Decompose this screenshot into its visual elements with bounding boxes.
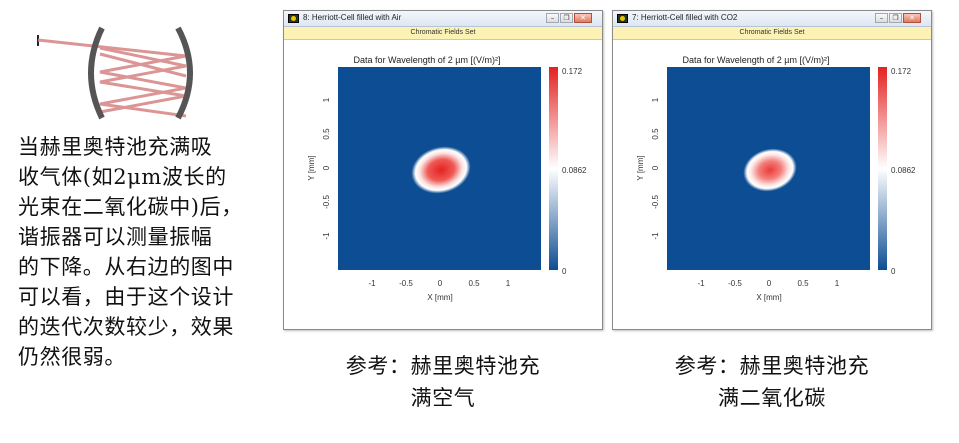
colorbar-mid: 0.0862: [891, 166, 916, 175]
description-line: 仍然很弱。: [18, 345, 126, 369]
x-tick: -1: [368, 279, 376, 288]
y-tick: 0: [322, 165, 331, 170]
window-title: 8: Herriott-Cell filled with Air: [303, 13, 402, 22]
description-line: 当赫里奥特池充满吸: [18, 135, 213, 159]
plot-area[interactable]: Data for Wavelength of 2 µm [(V/m)²]: [613, 40, 931, 329]
caption-co2: 参考：赫里奥特池充 满二氧化碳: [612, 350, 932, 414]
window-co2[interactable]: 7: Herriott-Cell filled with CO2 – ❐ ✕ C…: [612, 10, 932, 330]
caption-line: 满二氧化碳: [718, 386, 826, 410]
x-tick: -0.5: [728, 279, 742, 288]
description-line: 收气体(如2μm波长的: [18, 165, 227, 189]
plot-title: Data for Wavelength of 2 µm [(V/m)²]: [682, 55, 830, 65]
x-tick: 1: [506, 279, 511, 288]
colorbar-max: 0.172: [891, 67, 912, 76]
app-icon: [617, 14, 628, 23]
close-button[interactable]: ✕: [903, 13, 921, 23]
x-tick: 0: [438, 279, 443, 288]
y-tick: 1: [322, 97, 331, 102]
chromatic-fields-bar: Chromatic Fields Set: [613, 27, 931, 40]
plot-title: Data for Wavelength of 2 µm [(V/m)²]: [353, 55, 501, 65]
x-tick: -1: [697, 279, 705, 288]
restore-button[interactable]: ❐: [560, 13, 573, 23]
y-tick: 0: [651, 165, 660, 170]
x-tick: -0.5: [399, 279, 413, 288]
x-axis-label: X [mm]: [427, 293, 452, 302]
x-axis-label: X [mm]: [756, 293, 781, 302]
description-line: 谐振器可以测量振幅: [18, 225, 213, 249]
caption-air: 参考：赫里奥特池充 满空气: [283, 350, 603, 414]
caption-line: 参考：赫里奥特池充: [345, 354, 541, 378]
y-tick: 0.5: [322, 128, 331, 140]
app-icon: [288, 14, 299, 23]
heatmap-plot: 0.172 0.0862 0 -1 -0.5 0 0.5 1 X [mm] 1 …: [636, 67, 916, 302]
description-line: 可以看，由于这个设计: [18, 285, 234, 309]
colorbar-mid: 0.0862: [562, 166, 587, 175]
caption-line: 参考：赫里奥特池充: [674, 354, 870, 378]
window-title: 7: Herriott-Cell filled with CO2: [632, 13, 738, 22]
y-tick: -0.5: [651, 195, 660, 209]
x-tick: 0: [767, 279, 772, 288]
colorbar: [878, 67, 887, 270]
y-axis-label: Y [mm]: [636, 155, 645, 180]
x-tick: 0.5: [797, 279, 809, 288]
description-line: 的迭代次数较少，效果: [18, 315, 234, 339]
caption-line: 满空气: [410, 386, 476, 410]
y-tick: -0.5: [322, 195, 331, 209]
x-tick: 1: [835, 279, 840, 288]
window-titlebar[interactable]: 7: Herriott-Cell filled with CO2 – ❐ ✕: [613, 11, 931, 27]
heatmap-plot: 0.172 0.0862 0 -1 -0.5 0 0.5 1 X [mm] 1 …: [307, 67, 587, 302]
description-line: 光束在二氧化碳中)后，: [18, 195, 243, 219]
y-tick: 0.5: [651, 128, 660, 140]
y-tick: -1: [322, 232, 331, 240]
colorbar-max: 0.172: [562, 67, 583, 76]
chromatic-fields-bar: Chromatic Fields Set: [284, 27, 602, 40]
y-axis-label: Y [mm]: [307, 155, 316, 180]
restore-button[interactable]: ❐: [889, 13, 902, 23]
minimize-button[interactable]: –: [875, 13, 888, 23]
colorbar-min: 0: [562, 267, 567, 276]
window-air[interactable]: 8: Herriott-Cell filled with Air – ❐ ✕ C…: [283, 10, 603, 330]
description-line: 的下降。从右边的图中: [18, 255, 234, 279]
description-text: 当赫里奥特池充满吸 收气体(如2μm波长的 光束在二氧化碳中)后， 谐振器可以测…: [18, 132, 274, 372]
intensity-spot: [411, 146, 471, 194]
minimize-button[interactable]: –: [546, 13, 559, 23]
y-tick: 1: [651, 97, 660, 102]
window-titlebar[interactable]: 8: Herriott-Cell filled with Air – ❐ ✕: [284, 11, 602, 27]
colorbar: [549, 67, 558, 270]
plot-area[interactable]: Data for Wavelength of 2 µm [(V/m)²]: [284, 40, 602, 329]
herriott-cell-diagram: [37, 26, 193, 120]
x-tick: 0.5: [468, 279, 480, 288]
close-button[interactable]: ✕: [574, 13, 592, 23]
y-tick: -1: [651, 232, 660, 240]
intensity-spot: [743, 148, 797, 192]
colorbar-min: 0: [891, 267, 896, 276]
